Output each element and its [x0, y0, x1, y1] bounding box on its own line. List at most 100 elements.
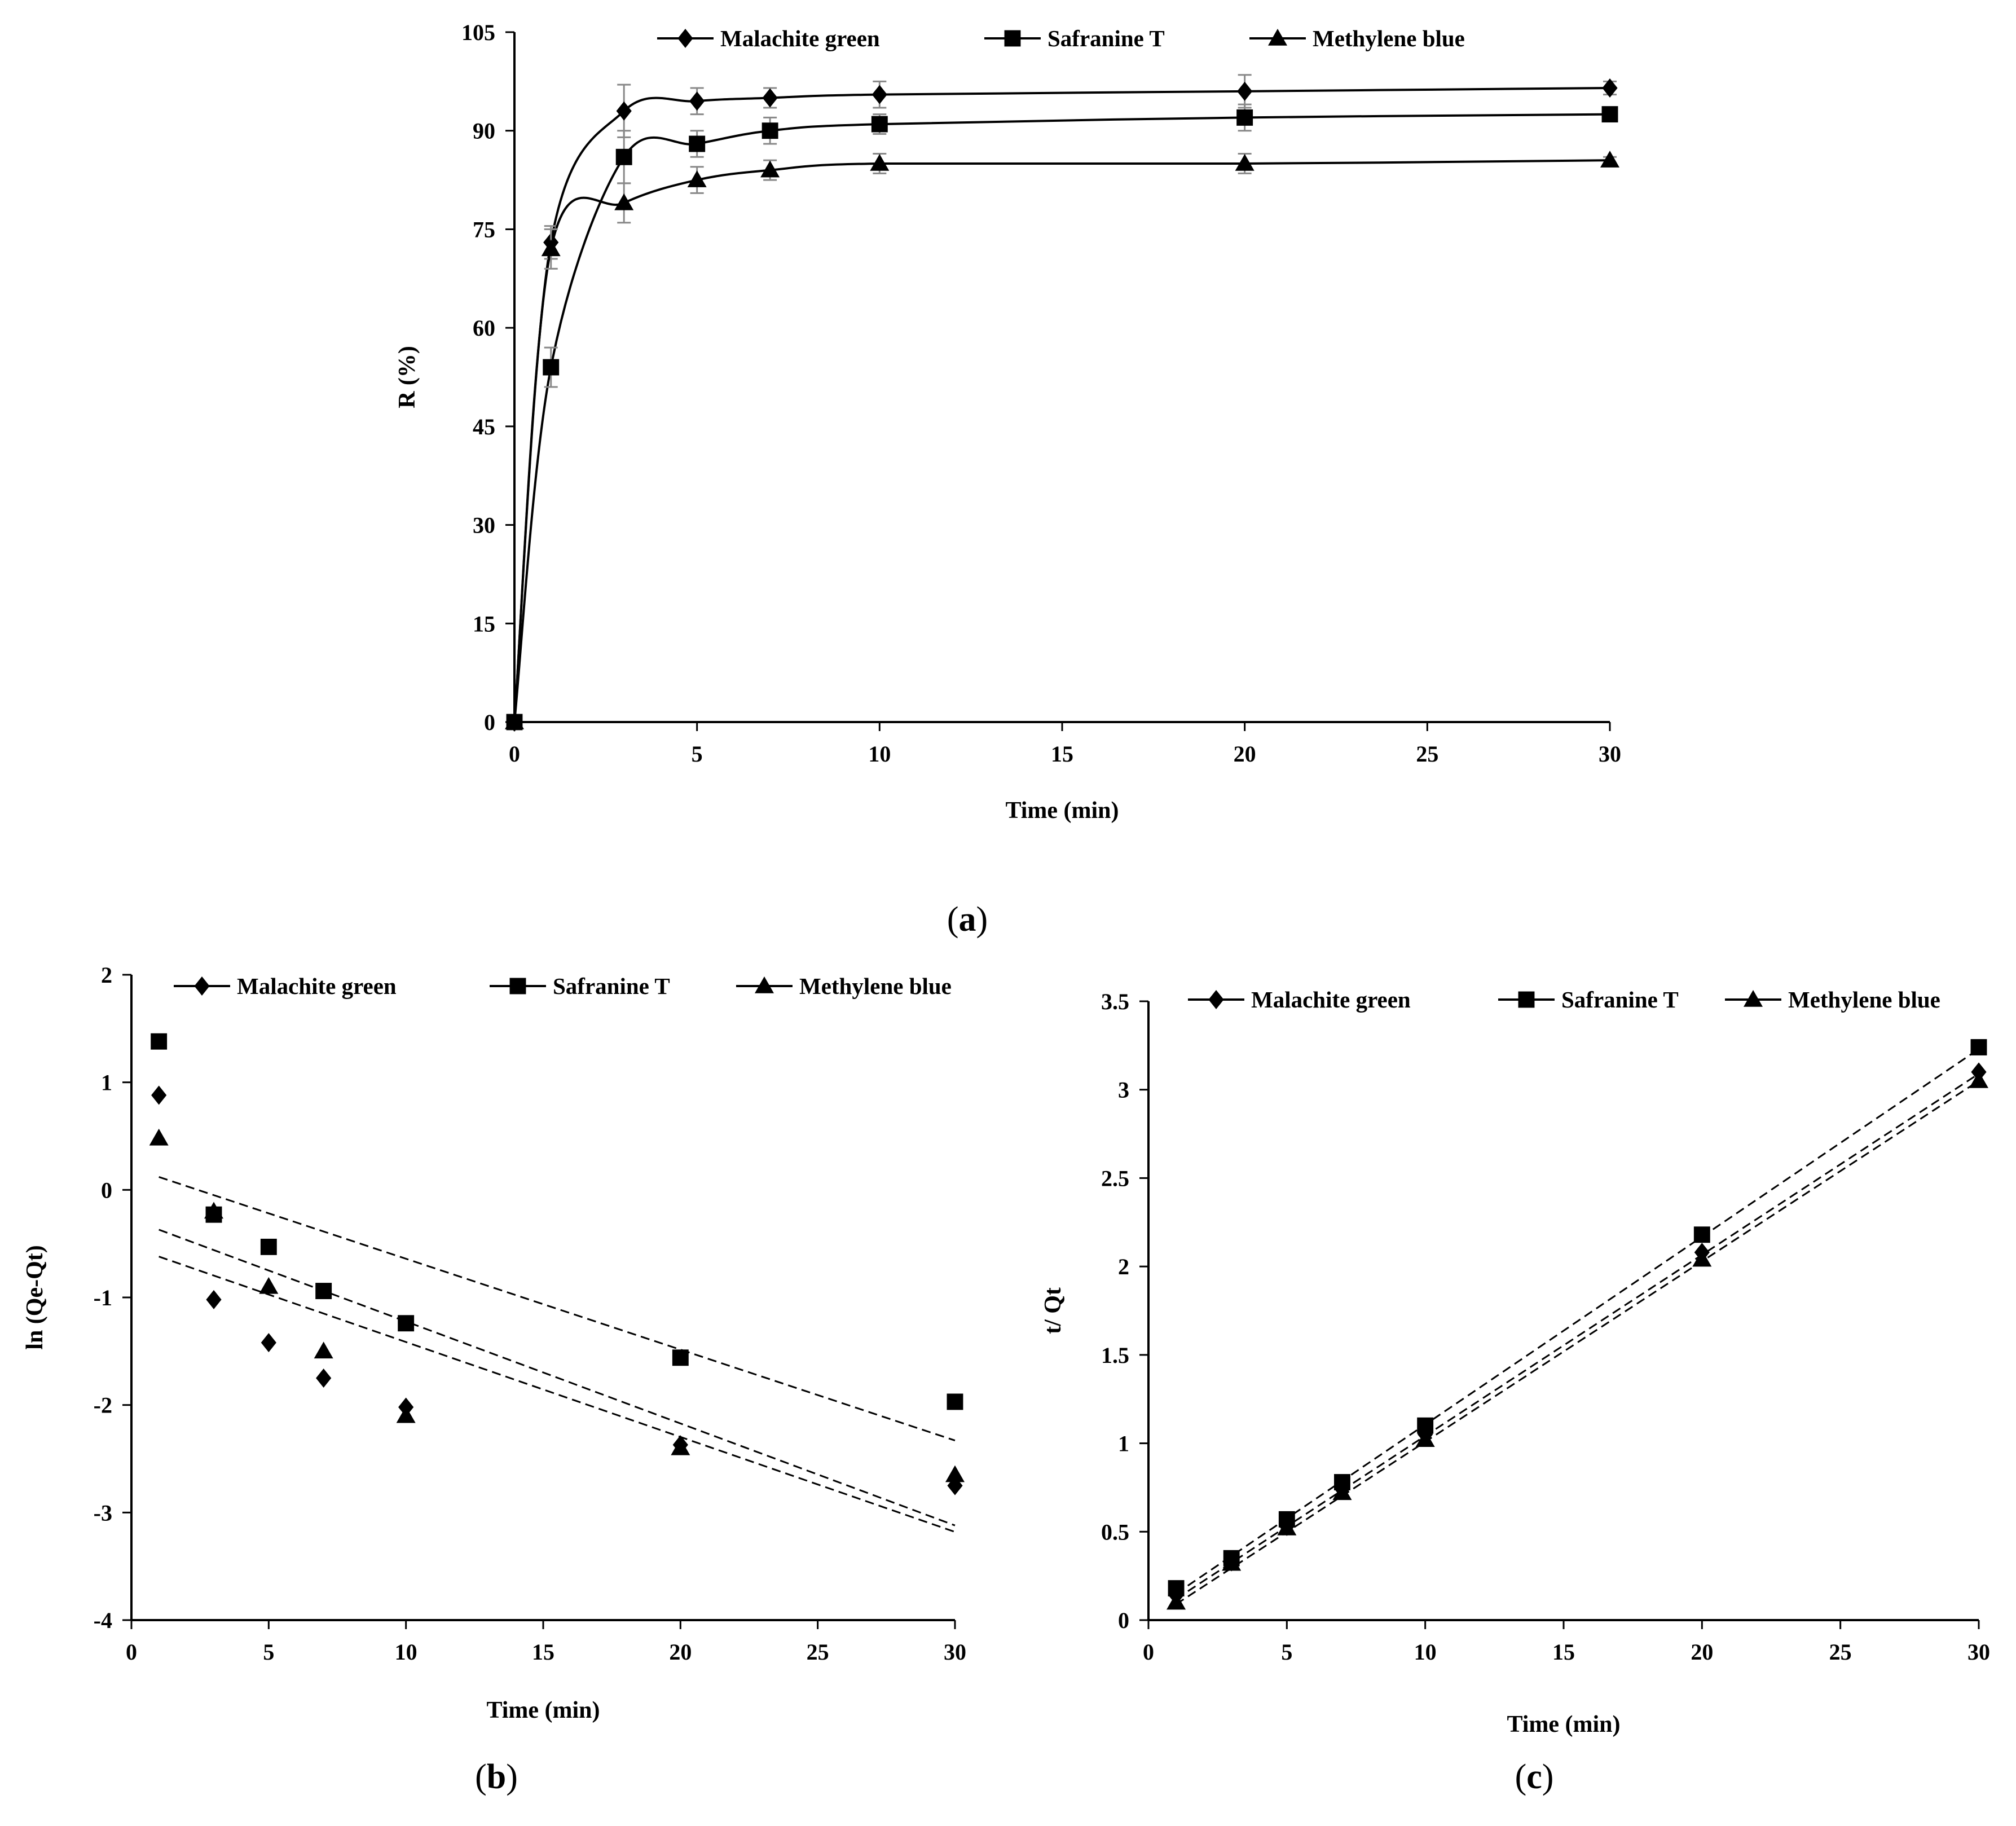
x-tick-label: 15 [1552, 1639, 1575, 1665]
data-point [259, 1277, 279, 1294]
data-point [1692, 1249, 1712, 1267]
data-point [762, 88, 778, 108]
y-tick-label: 1.5 [1101, 1343, 1129, 1368]
y-tick-label: 0 [101, 1177, 112, 1203]
x-tick-label: 0 [509, 741, 520, 767]
data-point [947, 1393, 963, 1410]
y-tick-label: 105 [461, 20, 495, 45]
data-point [761, 122, 778, 139]
legend-triangle-icon [755, 976, 774, 993]
fit-line [159, 1229, 956, 1526]
data-point [1415, 1430, 1435, 1447]
legend-label: Methylene blue [1788, 987, 1940, 1013]
x-tick-label: 5 [263, 1639, 274, 1665]
legend: Malachite green Safranine T Methylene blue [1188, 987, 1940, 1013]
data-point [314, 1341, 333, 1359]
x-tick-label: 5 [1281, 1639, 1292, 1665]
y-tick-label: 90 [473, 118, 495, 144]
data-point [1969, 1071, 1988, 1088]
x-tick-label: 25 [1829, 1639, 1852, 1665]
data-point [261, 1333, 276, 1353]
data-point [945, 1465, 965, 1482]
fit-line [159, 1256, 956, 1533]
x-tick-label: 5 [692, 741, 703, 767]
series-line [513, 87, 1610, 723]
data-point [204, 1202, 223, 1219]
data-point [316, 1369, 332, 1388]
data-point [1970, 1039, 1987, 1055]
y-tick-label: 60 [473, 315, 495, 341]
y-axis-title: t/ Qt [1040, 1287, 1066, 1334]
chart-a: 0 15 30 45 60 75 90 105 0 5 10 15 20 25 30 Time (min) R … [394, 20, 1621, 939]
legend-label: Safranine T [1047, 25, 1165, 51]
y-tick-label: -4 [94, 1608, 112, 1633]
data-point [1277, 1519, 1297, 1535]
y-tick-label: 15 [473, 611, 495, 636]
x-tick-label: 15 [532, 1639, 554, 1665]
legend-label: Malachite green [720, 25, 880, 51]
data-point [672, 1349, 689, 1366]
legend-item-malachite-green: Malachite green [174, 973, 397, 999]
y-tick-label: 0 [1118, 1608, 1129, 1633]
y-tick-label: 75 [473, 217, 495, 242]
data-point [543, 359, 560, 376]
y-tick-label: 1 [1118, 1431, 1129, 1457]
data-point [396, 1406, 416, 1423]
y-axis-title: R (%) [394, 346, 420, 408]
x-tick-label: 15 [1051, 741, 1073, 767]
fit-line [1176, 1080, 1979, 1605]
x-tick-label: 10 [1414, 1639, 1437, 1665]
x-axis-title: Time (min) [486, 1697, 600, 1723]
data-point [689, 135, 706, 152]
chart-c: 0 0.5 1 1.5 2 2.5 3 3.5 0 5 10 15 20 25 30 Time (min) t/… [1040, 987, 1990, 1796]
x-tick-label: 0 [126, 1639, 137, 1665]
data-point [760, 160, 780, 178]
data-point [505, 712, 524, 729]
series-line [513, 159, 1610, 723]
data-point [1237, 81, 1253, 101]
y-tick-label: -1 [94, 1285, 112, 1310]
y-tick-label: 3.5 [1101, 989, 1129, 1014]
x-tick-label: 20 [669, 1639, 692, 1665]
data-point [151, 1085, 167, 1105]
legend-label: Safranine T [553, 973, 670, 999]
legend-item-methylene-blue: Methylene blue [1249, 25, 1465, 51]
legend-diamond-icon [1208, 990, 1224, 1009]
legend-square-icon [509, 978, 526, 995]
legend-triangle-icon [1268, 29, 1287, 46]
data-point [687, 170, 707, 187]
y-tick-label: 30 [473, 513, 495, 538]
legend-item-safranine-t: Safranine T [984, 25, 1165, 51]
data-point [616, 101, 632, 121]
x-tick-label: 10 [868, 741, 891, 767]
series-safranine-t [1168, 1039, 1987, 1597]
data-point [1236, 109, 1253, 126]
legend-label: Malachite green [1251, 987, 1411, 1013]
y-tick-label: 0 [484, 710, 495, 735]
legend-label: Malachite green [237, 973, 397, 999]
y-axis-title: ln (Qe-Qt) [22, 1245, 48, 1349]
x-tick-label: 20 [1691, 1639, 1713, 1665]
series-safranine-t [506, 103, 1618, 731]
data-point [541, 239, 561, 257]
legend-label: Methylene blue [799, 973, 952, 999]
y-tick-label: 2.5 [1101, 1165, 1129, 1191]
data-point [1601, 106, 1618, 123]
data-point [206, 1290, 222, 1309]
data-point [151, 1033, 168, 1050]
legend-item-safranine-t: Safranine T [1498, 987, 1679, 1013]
data-point [1693, 1226, 1710, 1243]
data-point [260, 1238, 277, 1255]
x-tick-label: 10 [395, 1639, 417, 1665]
data-point [1332, 1483, 1352, 1501]
legend-item-malachite-green: Malachite green [1188, 987, 1411, 1013]
fit-line [1176, 1048, 1979, 1595]
y-tick-label: 3 [1118, 1077, 1129, 1103]
data-point [1167, 1592, 1186, 1610]
y-tick-label: 0.5 [1101, 1519, 1129, 1545]
data-point [870, 153, 890, 171]
data-point [1222, 1554, 1242, 1571]
legend-label: Methylene blue [1313, 25, 1465, 51]
legend: Malachite green Safranine T Methylene blue [657, 25, 1465, 51]
